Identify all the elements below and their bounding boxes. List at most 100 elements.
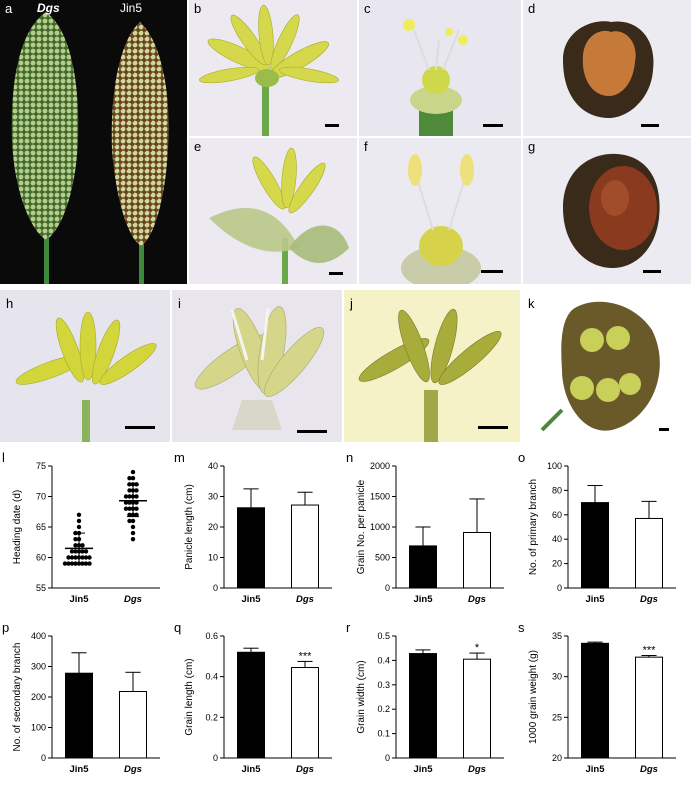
y-tick-label: 30 <box>552 672 562 682</box>
y-tick-label: 75 <box>36 461 46 471</box>
y-tick-label: 0 <box>213 753 218 763</box>
panel-i-floret: i <box>172 290 342 442</box>
x-tick-label: Jin5 <box>69 764 89 775</box>
y-tick-label: 2000 <box>370 461 390 471</box>
scatter-point <box>134 488 139 493</box>
x-tick-label: Jin5 <box>413 594 433 605</box>
scatter-point <box>87 555 92 560</box>
x-tick-label: Dgs <box>296 764 314 775</box>
x-tick-label: Dgs <box>640 764 658 775</box>
panel-label-b: b <box>194 1 202 16</box>
y-tick-label: 1000 <box>370 522 390 532</box>
panel-f-pistil: f <box>359 138 521 284</box>
y-tick-label: 0 <box>385 583 390 593</box>
panel-label-g: g <box>528 139 536 154</box>
scatter-point <box>134 482 139 487</box>
scatter-point <box>123 494 129 499</box>
y-axis-label: No. of secondary branch <box>12 643 23 752</box>
scatter-point <box>73 555 78 560</box>
scatter-point <box>130 518 136 524</box>
chart-o: o 0 20 40 60 80 100 No. of primary branch Jin5 Dg… <box>518 452 676 605</box>
y-tick-label: 40 <box>208 461 218 471</box>
significance-marker: *** <box>643 645 657 657</box>
panel-label-m: m <box>174 452 185 465</box>
panicle-photo <box>11 12 169 284</box>
bar-dgs <box>463 531 491 589</box>
x-tick-label: Dgs <box>296 594 314 605</box>
y-tick-label: 65 <box>36 522 46 532</box>
scatter-point <box>83 549 89 554</box>
y-tick-label: 200 <box>31 692 46 702</box>
panel-label-f: f <box>364 139 368 154</box>
y-tick-label: 0 <box>213 583 218 593</box>
scatter-point <box>130 537 136 542</box>
y-tick-label: 80 <box>552 485 562 495</box>
y-tick-label: 100 <box>31 723 46 733</box>
scatter-point <box>134 512 139 517</box>
chart-l: l 55 60 65 70 75 Heading date (d) Jin5 Dgs <box>2 452 160 605</box>
y-tick-label: 20 <box>552 559 562 569</box>
scatter-point <box>127 488 132 493</box>
scatter-point <box>80 555 85 560</box>
y-tick-label: 0 <box>557 583 562 593</box>
y-tick-label: 100 <box>547 461 562 471</box>
scatter-point <box>76 524 82 530</box>
scatter-point <box>127 494 132 499</box>
y-tick-label: 25 <box>552 712 562 722</box>
y-tick-label: 0.4 <box>377 655 390 665</box>
genotype-label-dgs: Dgs <box>37 1 60 15</box>
panel-label-a: a <box>5 1 13 16</box>
panel-label-o: o <box>518 452 525 465</box>
bar-jin5 <box>237 651 265 759</box>
y-tick-label: 0.5 <box>377 631 390 641</box>
y-tick-label: 10 <box>208 553 218 563</box>
y-tick-label: 35 <box>552 631 562 641</box>
scatter-point <box>127 512 132 517</box>
bar-jin5 <box>581 642 609 759</box>
y-tick-label: 70 <box>36 492 46 502</box>
y-tick-label: 0.6 <box>205 631 218 641</box>
scatter-point <box>123 506 129 511</box>
bar-dgs <box>291 667 319 759</box>
y-tick-label: 20 <box>552 753 562 763</box>
panel-k-seed-cluster: k <box>522 290 691 442</box>
panel-label-s: s <box>518 622 525 635</box>
y-tick-label: 55 <box>36 583 46 593</box>
scatter-point <box>127 482 132 487</box>
y-tick-label: 30 <box>208 492 218 502</box>
bar-dgs <box>635 517 663 589</box>
chart-s: s 20 25 30 35 1000 grain weight (g) Jin5 Dgs *** <box>518 622 676 775</box>
floret-photo <box>15 311 157 442</box>
y-tick-label: 0 <box>385 753 390 763</box>
x-tick-label: Jin5 <box>69 594 89 605</box>
significance-marker: * <box>475 642 480 654</box>
y-tick-label: 0 <box>41 753 46 763</box>
seed-photo <box>563 21 659 127</box>
scatter-point <box>134 494 139 499</box>
panel-label-q: q <box>174 622 181 635</box>
y-tick-label: 40 <box>552 534 562 544</box>
y-tick-label: 500 <box>375 553 390 563</box>
x-tick-label: Jin5 <box>241 594 261 605</box>
y-axis-label: Grain No. per panicle <box>356 479 367 574</box>
bar-jin5 <box>65 672 93 759</box>
panel-label-l: l <box>2 452 5 465</box>
y-tick-label: 0.2 <box>205 712 218 722</box>
scatter-point <box>130 469 136 475</box>
x-tick-label: Dgs <box>640 594 658 605</box>
scatter-point <box>87 561 92 566</box>
scatter-point <box>73 537 78 542</box>
y-tick-label: 1500 <box>370 492 390 502</box>
seed-photo <box>563 153 661 273</box>
y-axis-label: Heading date (d) <box>12 490 23 565</box>
x-tick-label: Dgs <box>468 594 486 605</box>
y-tick-label: 400 <box>31 631 46 641</box>
scatter-point <box>73 543 78 548</box>
panel-g-seed: g <box>523 138 691 284</box>
y-tick-label: 60 <box>36 553 46 563</box>
panel-label-p: p <box>2 622 9 635</box>
pistil-photo <box>401 154 503 284</box>
panel-b-floret: b <box>189 0 357 136</box>
y-tick-label: 60 <box>552 510 562 520</box>
